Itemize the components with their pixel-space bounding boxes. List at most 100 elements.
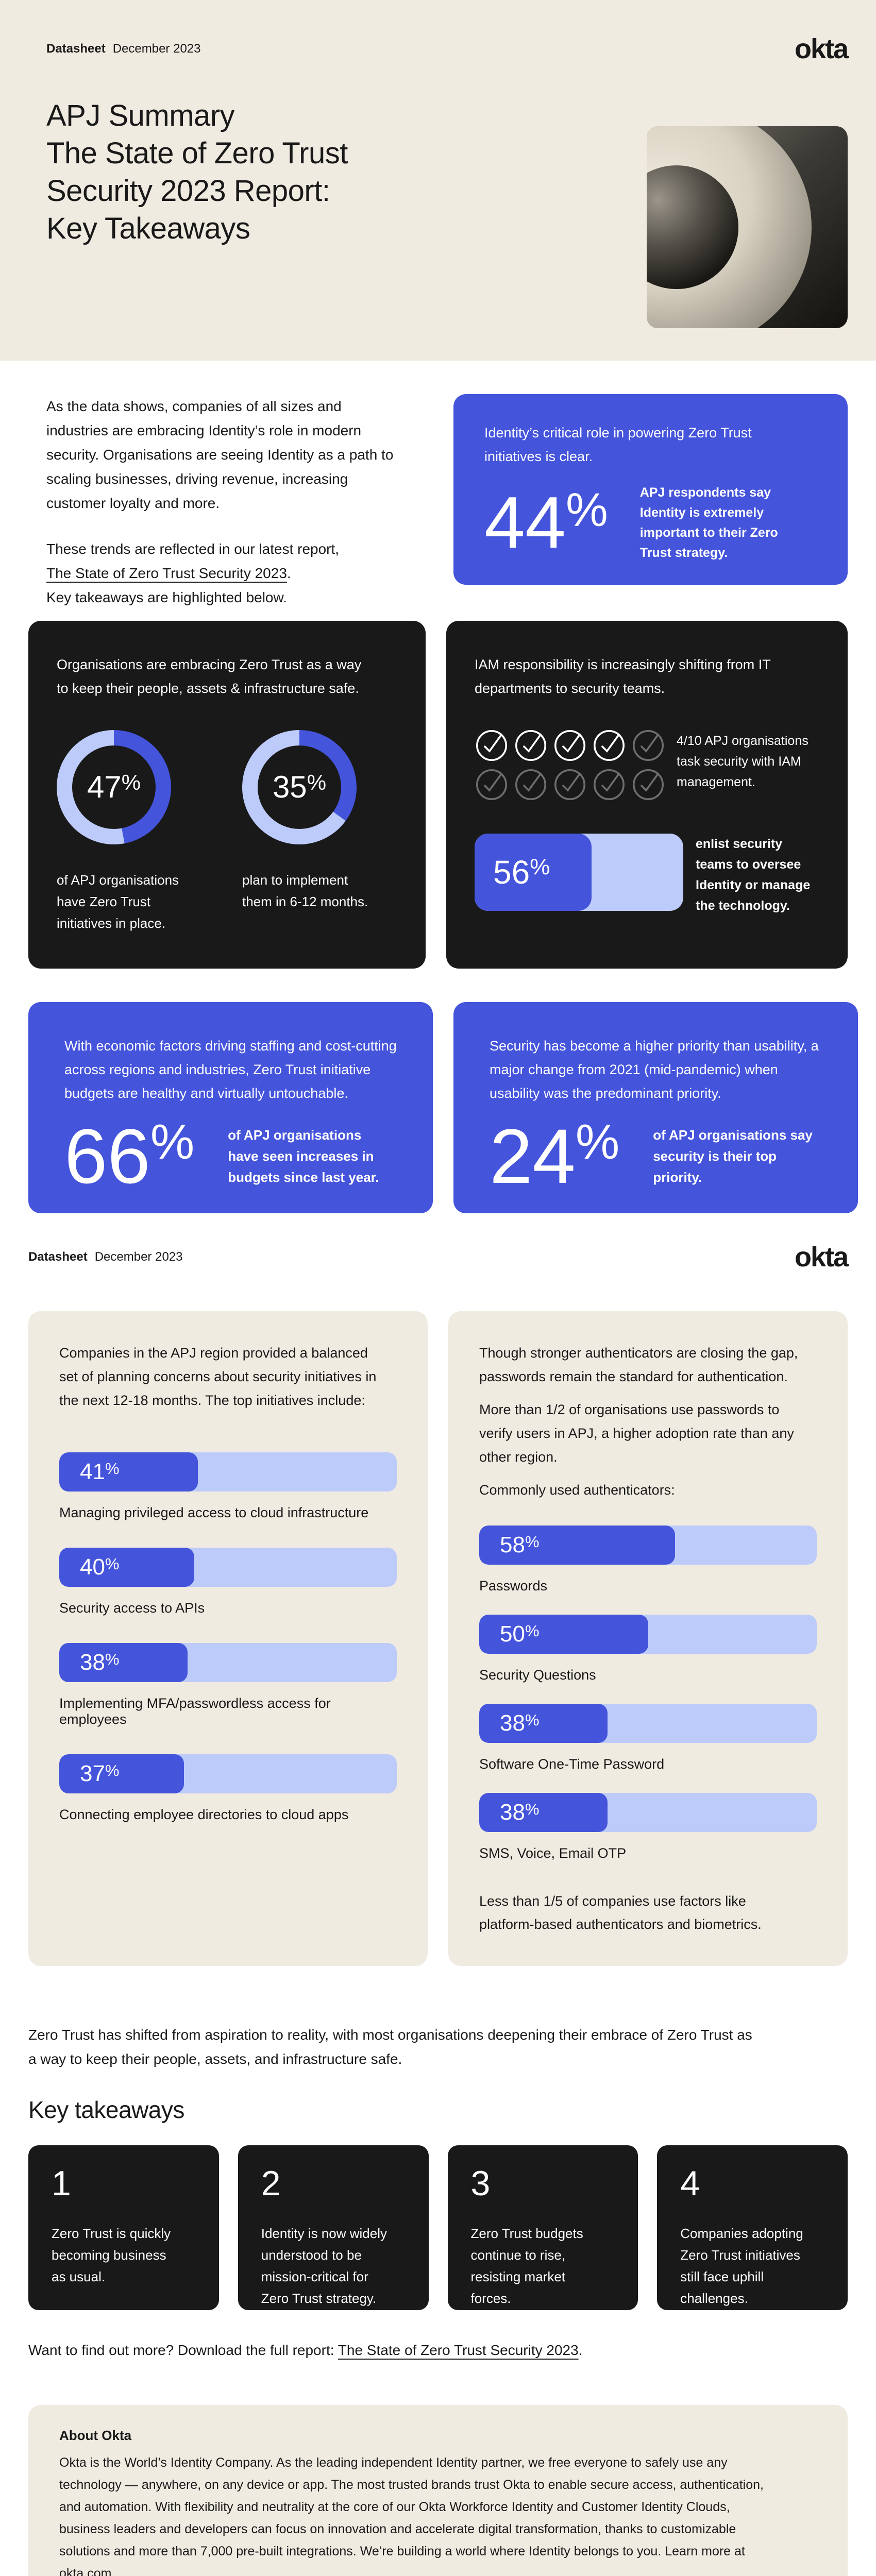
bar-track: 38%	[479, 1704, 817, 1743]
bar-value: 38%	[500, 1710, 540, 1736]
check-circle-icon	[514, 728, 548, 762]
bar-value: 38%	[80, 1650, 120, 1675]
stat-description: APJ respondents say Identity is extremel…	[639, 485, 778, 560]
stat-value: 66%	[64, 1113, 195, 1199]
closing-summary: Zero Trust has shifted from aspiration t…	[28, 2027, 752, 2067]
bar-chart-authenticators: 58% Passwords 50% Security Questions 38%…	[479, 1526, 817, 1861]
stat-description: of APJ organisations have seen increases…	[228, 1127, 379, 1185]
donut-plan-to-implement: 35% plan to implement them in 6-12 month…	[242, 730, 397, 934]
stat-row: 24% of APJ organisations say security is…	[490, 1117, 822, 1195]
bar-label: Connecting employee directories to cloud…	[59, 1807, 349, 1822]
report-link[interactable]: The State of Zero Trust Security 2023	[46, 565, 287, 581]
stat-row: 66% of APJ organisations have seen incre…	[64, 1117, 397, 1195]
checks-block: 4/10 APJ organisations task security wit…	[475, 728, 819, 802]
page-title: APJ Summary The State of Zero Trust Secu…	[46, 99, 348, 245]
stat-card-security-priority: Security has become a higher priority th…	[453, 1002, 858, 1213]
doc-meta: Datasheet December 2023	[28, 1250, 182, 1264]
page1-meta-row: Datasheet December 2023 okta	[46, 0, 849, 63]
stat-value: 24%	[490, 1113, 620, 1199]
intro-paragraph-1: As the data shows, companies of all size…	[46, 398, 394, 511]
bar-row: 58% Passwords	[479, 1526, 817, 1594]
bar-row: 37% Connecting employee directories to c…	[59, 1754, 397, 1823]
dark-cards-row: Organisations are embracing Zero Trust a…	[0, 621, 876, 969]
intro-paragraph-2: These trends are reflected in our latest…	[46, 537, 407, 609]
donut-initiatives-in-place: 47% of APJ organisations have Zero Trust…	[57, 730, 211, 934]
intro-section: As the data shows, companies of all size…	[0, 361, 876, 605]
hero-abstract-art	[647, 126, 848, 328]
card-intro-3: Commonly used authenticators:	[479, 1482, 675, 1498]
bar-row: 38% Software One-Time Password	[479, 1704, 817, 1772]
card-planning-initiatives: Companies in the APJ region provided a b…	[28, 1311, 428, 1966]
donut-row: 47% of APJ organisations have Zero Trust…	[57, 730, 397, 934]
stat-card-identity: Identity’s critical role in powering Zer…	[453, 394, 848, 585]
doc-type-label: Datasheet	[28, 1250, 88, 1264]
cta-text: Want to find out more? Download the full…	[28, 2342, 338, 2358]
bar-value: 41%	[80, 1459, 120, 1484]
blue-cards-row: With economic factors driving staffing a…	[0, 1002, 876, 1213]
takeaway-number: 2	[261, 2164, 281, 2203]
progress-value: 56%	[493, 854, 550, 891]
cta-report-link[interactable]: The State of Zero Trust Security 2023	[338, 2342, 579, 2358]
bar-track: 41%	[59, 1452, 397, 1492]
bar-value: 50%	[500, 1621, 540, 1647]
bar-track: 38%	[59, 1643, 397, 1682]
takeaway-card-1: 1 Zero Trust is quickly becoming busines…	[28, 2145, 219, 2310]
bar-fill: 37%	[59, 1754, 184, 1793]
donut-value: 35%	[272, 770, 327, 804]
check-icons-grid	[475, 728, 665, 802]
card-intro: Organisations are embracing Zero Trust a…	[57, 657, 362, 696]
takeaway-text: Companies adopting Zero Trust initiative…	[680, 2226, 803, 2306]
authenticators-footnote: Less than 1/5 of companies use factors l…	[479, 1893, 762, 1932]
bar-track: 58%	[479, 1526, 817, 1565]
card-intro: Security has become a higher priority th…	[490, 1038, 819, 1101]
intro-p2-text-after: . Key takeaways are highlighted below.	[46, 565, 291, 605]
donut-value: 47%	[87, 770, 141, 804]
bar-row: 38% SMS, Voice, Email OTP	[479, 1793, 817, 1861]
takeaway-card-3: 3 Zero Trust budgets continue to rise, r…	[447, 2145, 638, 2310]
donut-unit: %	[307, 770, 327, 794]
takeaway-text: Zero Trust is quickly becoming business …	[52, 2226, 171, 2284]
bar-label: Passwords	[479, 1578, 548, 1594]
cta-text-after: .	[578, 2342, 583, 2358]
doc-type-label: Datasheet	[46, 42, 106, 56]
donut-unit: %	[121, 770, 141, 794]
check-circle-icon	[475, 728, 509, 762]
card-intro: Companies in the APJ region provided a b…	[59, 1345, 377, 1408]
bar-label: Security Questions	[479, 1667, 596, 1683]
page2-meta-row: Datasheet December 2023 okta	[0, 1213, 876, 1271]
bar-fill: 41%	[59, 1452, 198, 1492]
stat-row: 44% APJ respondents say Identity is extr…	[484, 483, 817, 563]
check-circle-icon	[514, 768, 548, 802]
check-circle-icon	[475, 768, 509, 802]
bar-track: 50%	[479, 1615, 817, 1654]
takeaway-card-2: 2 Identity is now widely understood to b…	[238, 2145, 429, 2310]
bar-label: Implementing MFA/passwordless access for…	[59, 1696, 331, 1727]
okta-com-link[interactable]: okta.com	[59, 2566, 112, 2576]
donut-label: plan to implement them in 6-12 months.	[242, 872, 368, 909]
about-body: Okta is the World’s Identity Company. As…	[59, 2452, 781, 2576]
progress-label: enlist security teams to oversee Identit…	[696, 837, 811, 913]
bar-fill: 38%	[479, 1793, 608, 1832]
doc-date: December 2023	[94, 1250, 183, 1264]
bar-fill: 58%	[479, 1526, 675, 1565]
stat-unit: %	[565, 484, 608, 536]
bar-label: Security access to APIs	[59, 1600, 205, 1616]
stat-unit: %	[575, 1114, 620, 1170]
stat-description: of APJ organisations say security is the…	[653, 1127, 813, 1185]
progress-unit: %	[530, 854, 550, 879]
about-okta-card: About Okta Okta is the World’s Identity …	[28, 2405, 848, 2576]
checks-label: 4/10 APJ organisations task security wit…	[677, 734, 808, 789]
stat-card-identity-intro: Identity’s critical role in powering Zer…	[484, 425, 752, 464]
card-intro: IAM responsibility is increasingly shift…	[475, 657, 771, 696]
card-authenticators: Though stronger authenticators are closi…	[448, 1311, 848, 1966]
takeaway-number: 1	[52, 2164, 71, 2203]
okta-logo: okta	[794, 1242, 849, 1273]
check-circle-icon	[631, 728, 665, 762]
beige-cards-row: Companies in the APJ region provided a b…	[0, 1311, 876, 1966]
takeaway-card-4: 4 Companies adopting Zero Trust initiati…	[657, 2145, 848, 2310]
page1-header: Datasheet December 2023 okta APJ Summary …	[0, 0, 876, 361]
card-iam-responsibility: IAM responsibility is increasingly shift…	[446, 621, 848, 969]
bar-fill: 38%	[59, 1643, 188, 1682]
bar-track: 37%	[59, 1754, 397, 1793]
